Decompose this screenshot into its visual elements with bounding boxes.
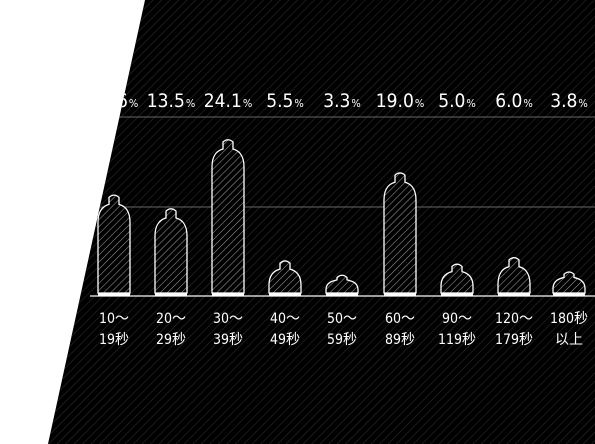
category-label-2-line2: 29秒 — [156, 332, 186, 348]
category-label-1-line1: 10〜 — [99, 311, 129, 327]
value-label-7: 5.0% — [438, 90, 476, 112]
category-label-7-line1: 90〜 — [442, 311, 472, 327]
bar-6 — [383, 172, 417, 294]
bar-1 — [97, 194, 131, 294]
bar-3 — [211, 139, 245, 294]
value-number: 3.3 — [323, 90, 350, 112]
bar-base-9 — [553, 293, 585, 296]
value-number: 5.5 — [266, 90, 293, 112]
bar-base-3 — [212, 293, 244, 296]
category-label-3-line2: 39秒 — [213, 332, 243, 348]
value-number: 13.5 — [147, 90, 185, 112]
value-label-4: 5.5% — [266, 90, 304, 112]
bar-base-6 — [384, 293, 416, 296]
value-label-6: 19.0% — [376, 90, 424, 112]
category-label-4-line2: 49秒 — [270, 332, 300, 348]
category-label-6-line1: 60〜 — [385, 311, 415, 327]
category-label-1-line2: 19秒 — [99, 332, 129, 348]
bars — [97, 139, 586, 296]
value-unit: % — [186, 97, 195, 110]
value-number: 24.1 — [204, 90, 242, 112]
value-label-8: 6.0% — [495, 90, 533, 112]
bar-4 — [268, 260, 302, 294]
category-label-6-line2: 89秒 — [385, 332, 415, 348]
value-unit: % — [578, 97, 587, 110]
value-unit: % — [351, 97, 360, 110]
bar-9 — [552, 271, 586, 294]
bar-base-5 — [326, 293, 358, 296]
category-label-2-line1: 20〜 — [156, 311, 186, 327]
bar-base-2 — [155, 293, 187, 296]
bar-2 — [154, 208, 188, 294]
bar-8 — [497, 257, 531, 294]
bar-base-7 — [441, 293, 473, 296]
value-unit: % — [129, 97, 138, 110]
value-unit: % — [243, 97, 252, 110]
category-label-9-line1: 180秒 — [550, 311, 588, 327]
value-number: 19.0 — [376, 90, 414, 112]
category-label-8-line2: 179秒 — [495, 332, 533, 348]
bar-5 — [325, 274, 359, 294]
category-label-9-line2: 以上 — [555, 332, 583, 348]
value-number: 5.0 — [438, 90, 465, 112]
value-label-5: 3.3% — [323, 90, 361, 112]
bar-7 — [440, 263, 474, 294]
value-unit: % — [466, 97, 475, 110]
value-unit: % — [415, 97, 424, 110]
value-number: 3.8 — [550, 90, 577, 112]
value-number: 6.0 — [495, 90, 522, 112]
value-unit: % — [523, 97, 532, 110]
bar-base-8 — [498, 293, 530, 296]
category-labels: 10〜 19秒 20〜 29秒 30〜 39秒 40〜 49秒 50〜 59秒 60〜 89秒 90〜 1… — [99, 311, 588, 348]
bar-base-1 — [98, 293, 130, 296]
category-label-3-line1: 30〜 — [213, 311, 243, 327]
value-label-2: 13.5% — [147, 90, 195, 112]
value-label-9: 3.8% — [550, 90, 588, 112]
category-label-4-line1: 40〜 — [270, 311, 300, 327]
value-unit: % — [294, 97, 303, 110]
category-label-8-line1: 120〜 — [495, 311, 533, 327]
category-label-5-line1: 50〜 — [327, 311, 357, 327]
category-label-7-line2: 119秒 — [438, 332, 476, 348]
value-label-3: 24.1% — [204, 90, 252, 112]
value-labels: 15.6%13.5%24.1%5.5%3.3%19.0%5.0%6.0%3.8% — [90, 90, 588, 112]
bar-base-4 — [269, 293, 301, 296]
category-label-5-line2: 59秒 — [327, 332, 357, 348]
